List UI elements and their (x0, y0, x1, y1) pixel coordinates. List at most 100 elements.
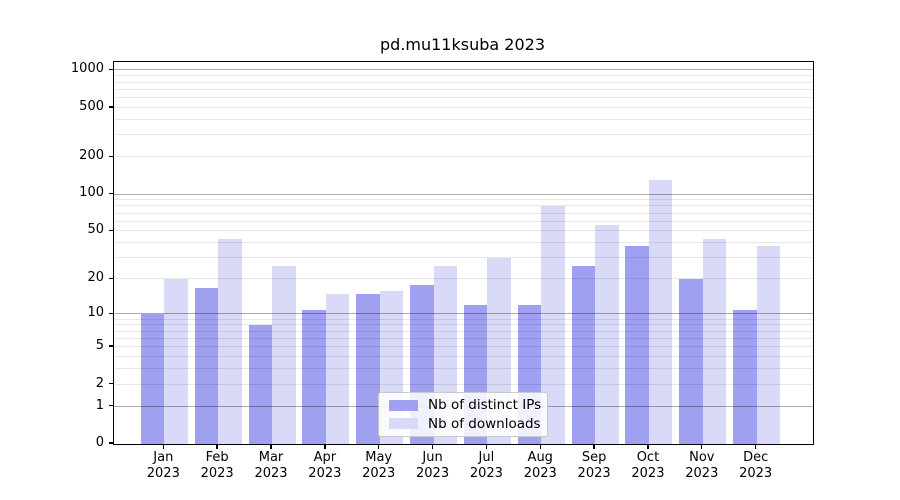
x-tick-mark (431, 444, 434, 449)
bar-distinct-ips (302, 309, 326, 444)
gridline-minor (114, 88, 813, 90)
gridline-minor (114, 383, 813, 385)
y-tick-label: 500 (79, 98, 104, 114)
bar-distinct-ips (194, 287, 219, 444)
x-tick-mark (162, 444, 164, 449)
gridline-minor (114, 257, 813, 259)
x-tick-label: Jun 2023 (416, 450, 450, 481)
y-tick-label: 2 (95, 375, 104, 391)
gridline-major (114, 313, 813, 315)
y-tick-mark (108, 345, 113, 347)
y-tick-mark (108, 68, 113, 71)
x-tick-label: Jul 2023 (469, 450, 503, 481)
legend: Nb of distinct IPs Nb of downloads (378, 392, 548, 437)
x-tick-mark (270, 444, 272, 449)
y-tick-label: 1000 (70, 61, 104, 77)
legend-swatch-downloads (389, 418, 418, 430)
x-tick-label: Oct 2023 (631, 450, 665, 481)
bar-downloads (272, 265, 296, 444)
y-tick-mark (108, 442, 113, 444)
x-tick-mark (216, 444, 218, 449)
gridline-minor (114, 318, 813, 320)
bar-distinct-ips (140, 314, 165, 444)
bar-downloads (648, 180, 673, 444)
bar-distinct-ips (733, 309, 757, 444)
gridline-minor (114, 97, 813, 99)
gridline-minor (114, 81, 813, 83)
y-tick-mark (108, 192, 113, 195)
gridline-minor (114, 212, 813, 214)
gridline-minor (114, 346, 813, 348)
y-tick-mark (108, 312, 113, 315)
gridline-minor (114, 106, 813, 108)
bar-downloads (218, 239, 242, 444)
legend-entry-downloads: Nb of downloads (389, 416, 541, 432)
x-tick-label: Sep 2023 (577, 450, 611, 481)
y-tick-label: 200 (79, 148, 104, 164)
x-tick-mark (485, 444, 488, 449)
y-tick-label: 0 (95, 435, 104, 450)
gridline-minor (114, 356, 813, 357)
gridline-minor (114, 242, 813, 244)
gridline-minor (114, 156, 813, 158)
y-tick-label: 10 (87, 305, 104, 321)
bar-downloads (756, 245, 781, 444)
y-tick-label: 5 (95, 338, 104, 354)
y-tick-mark (108, 106, 113, 108)
x-tick-mark (539, 444, 541, 449)
bar-downloads (595, 225, 619, 444)
y-tick-label: 20 (87, 270, 104, 286)
gridline-minor (114, 230, 813, 232)
bar-distinct-ips (248, 325, 272, 444)
legend-entry-distinct-ips: Nb of distinct IPs (389, 397, 541, 413)
y-tick-label: 50 (87, 222, 104, 238)
gridline-minor (114, 134, 813, 136)
bar-distinct-ips (679, 279, 703, 444)
bar-downloads (541, 205, 565, 444)
bar-distinct-ips (571, 265, 596, 444)
y-tick-mark (108, 229, 113, 232)
x-tick-label: May 2023 (362, 450, 396, 481)
gridline-minor (114, 220, 813, 222)
x-tick-label: Jan 2023 (146, 450, 180, 481)
x-tick-label: Aug 2023 (523, 450, 557, 481)
bar-downloads (702, 239, 727, 444)
bar-downloads (325, 294, 350, 444)
chart-title: pd.mu11ksuba 2023 (380, 35, 545, 54)
x-tick-mark (593, 444, 595, 449)
plot-area (113, 61, 814, 445)
bar-distinct-ips (356, 294, 380, 444)
x-tick-mark (378, 444, 380, 449)
x-tick-label: Dec 2023 (739, 450, 773, 481)
y-tick-mark (108, 382, 113, 385)
legend-swatch-distinct-ips (389, 399, 418, 411)
y-tick-label: 1 (95, 397, 104, 413)
y-tick-mark (108, 404, 113, 407)
gridline-minor (114, 278, 813, 280)
bar-distinct-ips (625, 245, 649, 444)
gridline-minor (114, 368, 813, 370)
x-tick-mark (647, 444, 649, 449)
y-tick-label: 100 (79, 185, 104, 201)
x-tick-label: Apr 2023 (308, 450, 342, 481)
gridline-minor (114, 330, 813, 332)
gridline-minor (114, 118, 813, 120)
gridline-minor (114, 324, 813, 326)
y-tick-mark (108, 155, 113, 157)
y-tick-mark (108, 277, 113, 280)
bar-downloads (164, 279, 188, 444)
x-tick-mark (324, 444, 326, 449)
gridline-minor (114, 205, 813, 207)
gridline-minor (114, 337, 813, 339)
x-tick-mark (701, 444, 703, 449)
x-tick-label: Mar 2023 (254, 450, 288, 481)
legend-label-downloads: Nb of downloads (428, 415, 541, 432)
x-tick-mark (754, 444, 757, 449)
x-tick-label: Feb 2023 (200, 450, 234, 481)
gridline-major (114, 193, 813, 195)
gridline-major (114, 69, 813, 71)
gridline-minor (114, 199, 813, 201)
gridline-minor (114, 75, 813, 77)
x-tick-label: Nov 2023 (685, 450, 719, 481)
